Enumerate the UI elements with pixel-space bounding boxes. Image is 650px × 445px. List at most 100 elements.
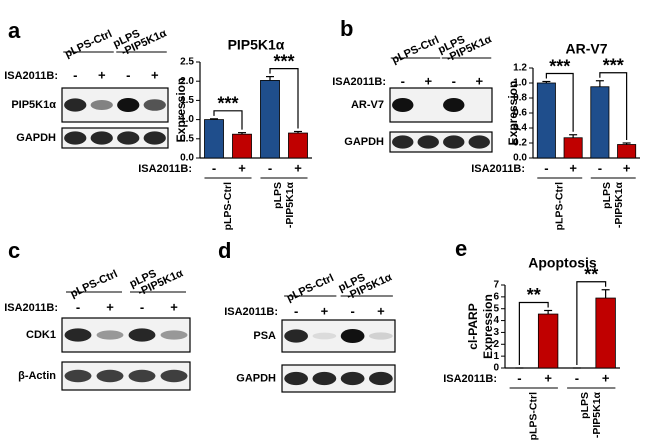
band — [96, 330, 124, 340]
significance-label: *** — [603, 56, 624, 76]
treatment-label: ISA2011B: — [332, 76, 386, 88]
bar — [260, 80, 280, 159]
treatment-sign: + — [475, 73, 483, 88]
band — [312, 371, 337, 386]
band — [443, 98, 465, 112]
band — [392, 135, 414, 149]
treatment-sign: - — [140, 299, 144, 314]
significance-bracket — [269, 67, 299, 129]
bar — [595, 297, 616, 369]
band — [369, 371, 393, 386]
x-tick-label: - — [517, 370, 521, 385]
x-tick-label: + — [623, 160, 631, 175]
panel-letter: d — [218, 238, 231, 263]
treatment-sign: + — [106, 299, 114, 314]
group-label: pLPS — [579, 392, 591, 419]
significance-bracket — [576, 281, 607, 365]
y-tick-label: 2.5 — [180, 57, 194, 68]
x-tick-label: + — [238, 160, 246, 175]
y-tick-label: 6 — [493, 291, 499, 302]
bar — [590, 86, 610, 159]
y-tick-label: 0.4 — [513, 123, 527, 134]
significance-label: *** — [217, 94, 238, 114]
y-tick-label: 1.5 — [180, 95, 194, 106]
bar — [536, 82, 556, 159]
x-tick-label: + — [569, 160, 577, 175]
group-label-line: pLPS-Ctrl — [390, 34, 441, 66]
band — [312, 332, 337, 340]
group-label: -PIP5K1α — [613, 181, 625, 228]
group-label-line: pLPS-Ctrl — [285, 272, 336, 304]
y-tick-label: 2 — [493, 339, 499, 350]
treatment-sign: - — [294, 303, 298, 318]
group-label: pLPS-Ctrl — [285, 272, 336, 304]
y-tick-label: 0 — [493, 363, 499, 374]
band — [90, 100, 113, 110]
treatment-sign: + — [98, 67, 106, 82]
band — [284, 371, 308, 386]
treatment-label: ISA2011B: — [224, 306, 278, 318]
y-tick-label: 1.0 — [180, 114, 194, 125]
group-label: pLPS-Ctrl — [390, 34, 441, 66]
group-label: pLPS-Ctrl — [528, 392, 540, 440]
row-label: PSA — [253, 330, 276, 342]
significance-label: *** — [273, 51, 294, 71]
treatment-sign: - — [401, 73, 405, 88]
bar — [617, 144, 637, 159]
y-axis-label: cl-PARP — [466, 303, 480, 349]
band — [284, 329, 308, 343]
band — [117, 131, 140, 145]
band — [64, 98, 87, 112]
band — [160, 369, 188, 383]
blot-box — [61, 317, 191, 353]
group-label: pLPS-Ctrl — [69, 268, 120, 300]
chart-title: AR-V7 — [565, 41, 607, 57]
x-tick-label: - — [212, 160, 216, 175]
treatment-sign: - — [126, 67, 130, 82]
significance-bracket — [545, 72, 574, 132]
band — [392, 98, 414, 112]
band — [128, 328, 156, 342]
group-label: pLPS — [601, 182, 613, 209]
treatment-sign: - — [350, 303, 354, 318]
significance-bracket — [599, 72, 628, 140]
y-axis-label: Expression — [506, 81, 520, 146]
y-axis-label: Expression — [174, 78, 188, 143]
band — [160, 330, 188, 340]
panel-letter: c — [8, 238, 20, 263]
panel-letter: e — [455, 236, 467, 261]
band — [340, 371, 365, 386]
x-tick-label: - — [575, 370, 579, 385]
group-label: -PIP5K1α — [284, 181, 296, 228]
bar — [232, 133, 252, 159]
band — [340, 329, 365, 343]
x-tick-label: + — [294, 160, 302, 175]
band — [143, 131, 166, 145]
band — [64, 131, 87, 145]
treatment-label: ISA2011B: — [4, 70, 58, 82]
group-label: -PIP5K1α — [591, 391, 603, 438]
significance-label: *** — [549, 56, 570, 76]
group-label: pLPS-PIP5K1α — [111, 27, 168, 58]
significance-label: ** — [584, 264, 598, 284]
treatment-sign: - — [76, 299, 80, 314]
x-axis-label: ISA2011B: — [471, 163, 525, 175]
significance-label: ** — [527, 285, 541, 305]
significance-bracket — [518, 301, 549, 365]
row-label: CDK1 — [26, 329, 56, 341]
treatment-sign: - — [73, 67, 77, 82]
bar — [204, 119, 224, 159]
significance-bracket — [213, 110, 243, 130]
row-label: β-Actin — [18, 370, 56, 382]
treatment-label: ISA2011B: — [4, 302, 58, 314]
row-label: GAPDH — [16, 132, 56, 144]
treatment-sign: - — [452, 73, 456, 88]
band — [369, 332, 393, 340]
row-label: GAPDH — [344, 136, 384, 148]
x-tick-label: + — [602, 370, 610, 385]
y-tick-label: 1.2 — [513, 63, 527, 74]
y-axis-label: Expression — [481, 294, 495, 359]
blot-box — [61, 127, 169, 149]
panel-letter: a — [8, 18, 21, 43]
